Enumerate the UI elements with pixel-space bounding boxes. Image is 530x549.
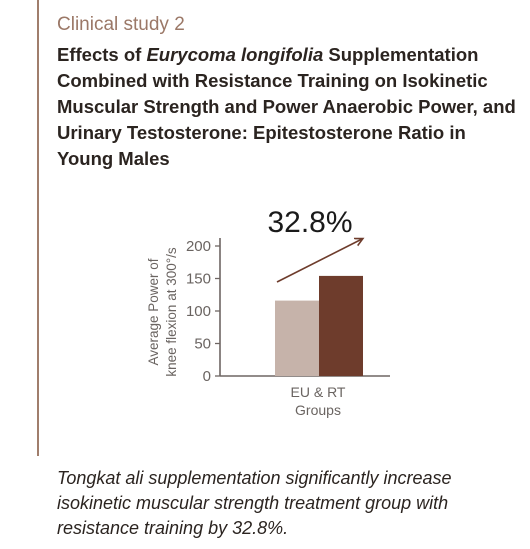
trend-arrow — [276, 239, 362, 283]
accent-rule — [37, 0, 39, 456]
y-axis-label: Average Power of knee flexion at 300°/s — [146, 247, 179, 376]
bars — [275, 275, 363, 376]
bar-series-1 — [275, 300, 319, 376]
y-tick-label: 0 — [203, 368, 211, 385]
x-tick-label-line: EU & RT — [291, 384, 346, 400]
y-tick-label: 200 — [186, 238, 211, 255]
y-tick-label: 50 — [194, 336, 211, 353]
title-species: Eurycoma longifolia — [146, 44, 324, 65]
y-tick-label: 100 — [186, 303, 211, 320]
study-kicker: Clinical study 2 — [57, 14, 185, 35]
study-title: Effects of Eurycoma longifolia Supplemen… — [57, 42, 517, 172]
y-ticks: 0 50 100 150 200 — [186, 238, 220, 385]
bar-series-2 — [319, 275, 363, 376]
y-axis-label-line: Average Power of — [146, 258, 161, 365]
caption: Tongkat ali supplementation significantl… — [57, 468, 452, 538]
chart-headline: 32.8% — [267, 206, 352, 239]
bar-chart: 32.8% Average Power of knee flexion at 30… — [146, 206, 390, 418]
title-part-1: Effects of — [57, 44, 147, 65]
y-axis-label-line: knee flexion at 300°/s — [164, 247, 179, 376]
x-tick-label-line: Groups — [295, 402, 341, 418]
title-part-2: Supplementation Combined with Resistance… — [57, 44, 516, 169]
trend-arrow-line — [276, 239, 362, 283]
y-tick-label: 150 — [186, 271, 211, 288]
x-axis-label: EU & RT Groups — [291, 384, 346, 418]
